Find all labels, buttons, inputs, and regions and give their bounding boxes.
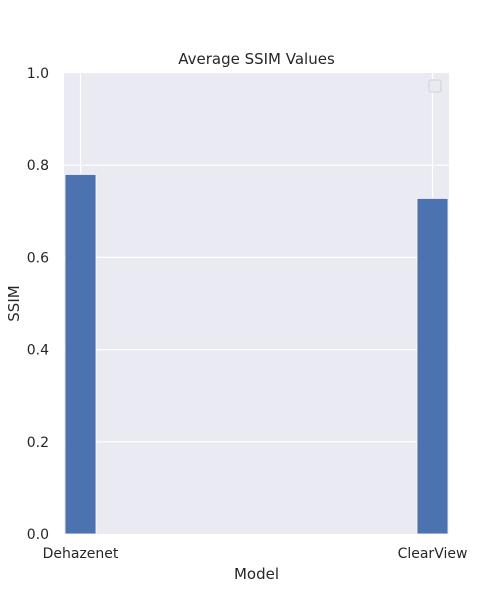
- y-tick-label: 1.0: [27, 66, 49, 82]
- y-tick-label: 0.8: [27, 158, 49, 174]
- bar-dehazenet: [64, 174, 97, 535]
- x-tick-label: Dehazenet: [43, 546, 119, 562]
- bars: [64, 174, 449, 535]
- x-tick-labels: Dehazenet ClearView: [43, 546, 468, 562]
- x-tick-label: ClearView: [398, 546, 468, 562]
- chart-title: Average SSIM Values: [178, 50, 335, 68]
- y-tick-labels: 0.0 0.2 0.4 0.6 0.8 1.0: [27, 66, 49, 543]
- y-tick-label: 0.0: [27, 527, 49, 543]
- y-axis-label: SSIM: [5, 285, 23, 321]
- y-tick-label: 0.6: [27, 250, 49, 266]
- legend-box: [428, 79, 442, 93]
- y-tick-label: 0.4: [27, 343, 49, 359]
- bar-clearview: [416, 197, 449, 535]
- plot-area: [64, 73, 449, 534]
- x-axis-label: Model: [234, 565, 279, 583]
- y-tick-label: 0.2: [27, 435, 49, 451]
